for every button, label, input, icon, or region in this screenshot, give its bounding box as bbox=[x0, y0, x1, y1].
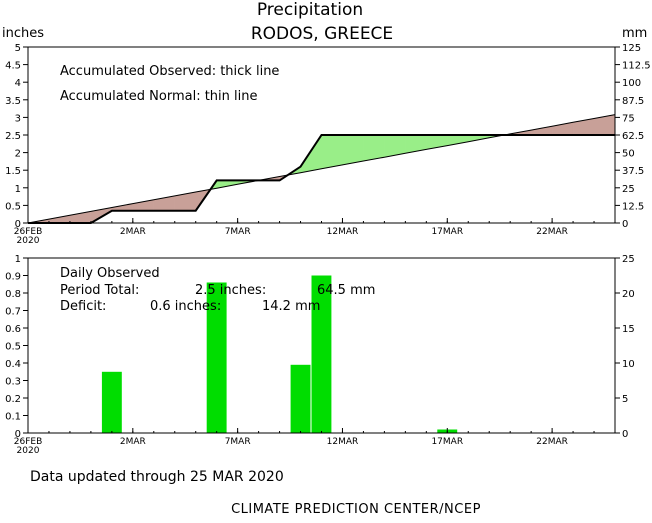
period-total-inches: 2.5 inches: bbox=[195, 283, 266, 298]
top-date-label: 26FEB bbox=[14, 227, 43, 237]
bottom-date-label: 26FEB bbox=[14, 437, 43, 447]
top-right-tick-label: 100 bbox=[622, 78, 641, 89]
bottom-left-tick-label: 0.1 bbox=[5, 412, 21, 423]
chart-title: Precipitation bbox=[257, 0, 363, 20]
top-left-tick-label: 4 bbox=[15, 78, 21, 89]
top-right-tick-label: 87.5 bbox=[622, 96, 644, 107]
bottom-right-tick-label: 0 bbox=[622, 429, 628, 440]
top-right-tick-label: 0 bbox=[622, 219, 628, 230]
top-date-label: 7MAR bbox=[225, 227, 251, 237]
daily-bar bbox=[206, 282, 227, 433]
difference-segment bbox=[174, 191, 196, 211]
bottom-right-tick-label: 25 bbox=[622, 254, 635, 265]
top-right-tick-label: 37.5 bbox=[622, 166, 644, 177]
difference-segment bbox=[48, 215, 71, 224]
difference-segment bbox=[572, 118, 595, 136]
top-axes: 00.511.522.533.544.55012.52537.55062.575… bbox=[5, 43, 651, 246]
difference-segment bbox=[530, 125, 553, 136]
top-right-tick-label: 75 bbox=[622, 113, 635, 124]
bottom-date-label: 2MAR bbox=[120, 437, 146, 447]
deficit-inches: 0.6 inches: bbox=[150, 299, 221, 314]
bottom-left-tick-label: 0 bbox=[15, 429, 21, 440]
deficit-mm: 14.2 mm bbox=[262, 299, 320, 314]
bottom-date-label: 7MAR bbox=[225, 437, 251, 447]
period-total-mm: 64.5 mm bbox=[317, 283, 375, 298]
accumulation-difference-fill bbox=[27, 114, 616, 224]
difference-segment bbox=[342, 134, 364, 166]
bottom-left-tick-label: 0.2 bbox=[5, 394, 21, 405]
bottom-left-tick-label: 0.7 bbox=[5, 307, 21, 318]
top-left-tick-label: 0.5 bbox=[5, 201, 21, 212]
top-date-label: 12MAR bbox=[327, 227, 359, 237]
top-left-tick-label: 2 bbox=[15, 149, 21, 160]
top-date-label: 17MAR bbox=[431, 227, 463, 237]
data-updated-text: Data updated through 25 MAR 2020 bbox=[30, 469, 284, 485]
top-date-label: 22MAR bbox=[536, 227, 568, 237]
right-unit-label: mm bbox=[622, 26, 647, 41]
bottom-date-label: 22MAR bbox=[536, 437, 568, 447]
bottom-left-tick-label: 0.6 bbox=[5, 324, 21, 335]
bottom-date-label: 12MAR bbox=[327, 437, 359, 447]
observed-legend-text: Accumulated Observed: thick line bbox=[60, 64, 279, 79]
top-left-tick-label: 2.5 bbox=[5, 131, 21, 142]
top-date-label: 2MAR bbox=[120, 227, 146, 237]
top-left-tick-label: 4.5 bbox=[5, 61, 21, 72]
top-left-tick-label: 1.5 bbox=[5, 166, 21, 177]
bottom-left-tick-label: 0.5 bbox=[5, 342, 21, 353]
bottom-right-tick-label: 5 bbox=[622, 394, 628, 405]
top-right-tick-label: 25 bbox=[622, 184, 635, 195]
daily-bar bbox=[311, 275, 332, 433]
bottom-left-tick-label: 0.3 bbox=[5, 377, 21, 388]
bottom-left-tick-label: 0.8 bbox=[5, 289, 21, 300]
difference-segment bbox=[321, 134, 343, 170]
top-right-tick-label: 50 bbox=[622, 149, 635, 160]
top-left-tick-label: 3.5 bbox=[5, 96, 21, 107]
period-total-label: Period Total: bbox=[60, 283, 139, 298]
bottom-date-label: 17MAR bbox=[431, 437, 463, 447]
bottom-year-label: 2020 bbox=[17, 446, 40, 456]
top-left-tick-label: 3 bbox=[15, 113, 21, 124]
top-right-tick-label: 62.5 bbox=[622, 131, 644, 142]
bottom-left-tick-label: 1 bbox=[15, 254, 21, 265]
credit-text: CLIMATE PREDICTION CENTER/NCEP bbox=[231, 502, 481, 517]
chart-subtitle: RODOS, GREECE bbox=[251, 24, 393, 44]
bottom-axes: 00.10.20.30.40.50.60.70.80.9105101520252… bbox=[5, 254, 635, 456]
top-right-tick-label: 125 bbox=[622, 43, 641, 54]
bottom-right-tick-label: 20 bbox=[622, 289, 635, 300]
deficit-label: Deficit: bbox=[60, 299, 106, 314]
left-unit-label: inches bbox=[2, 26, 44, 41]
observed-accumulation-line bbox=[28, 134, 615, 224]
daily-bar bbox=[101, 371, 122, 434]
top-right-tick-label: 112.5 bbox=[622, 61, 651, 72]
top-left-tick-label: 0 bbox=[15, 219, 21, 230]
difference-segment bbox=[363, 134, 385, 162]
bottom-left-tick-label: 0.9 bbox=[5, 272, 21, 283]
top-right-tick-label: 12.5 bbox=[622, 201, 644, 212]
daily-observed-heading: Daily Observed bbox=[60, 266, 160, 281]
bottom-right-tick-label: 10 bbox=[622, 359, 635, 370]
bottom-right-tick-label: 15 bbox=[622, 324, 635, 335]
bottom-left-tick-label: 0.4 bbox=[5, 359, 21, 370]
top-left-tick-label: 5 bbox=[15, 43, 21, 54]
top-year-label: 2020 bbox=[17, 236, 40, 246]
daily-bar bbox=[290, 364, 311, 434]
top-left-tick-label: 1 bbox=[15, 184, 21, 195]
normal-accumulation-line bbox=[27, 114, 616, 224]
difference-segment bbox=[216, 180, 238, 189]
normal-legend-text: Accumulated Normal: thin line bbox=[60, 89, 258, 104]
difference-segment bbox=[405, 134, 427, 154]
